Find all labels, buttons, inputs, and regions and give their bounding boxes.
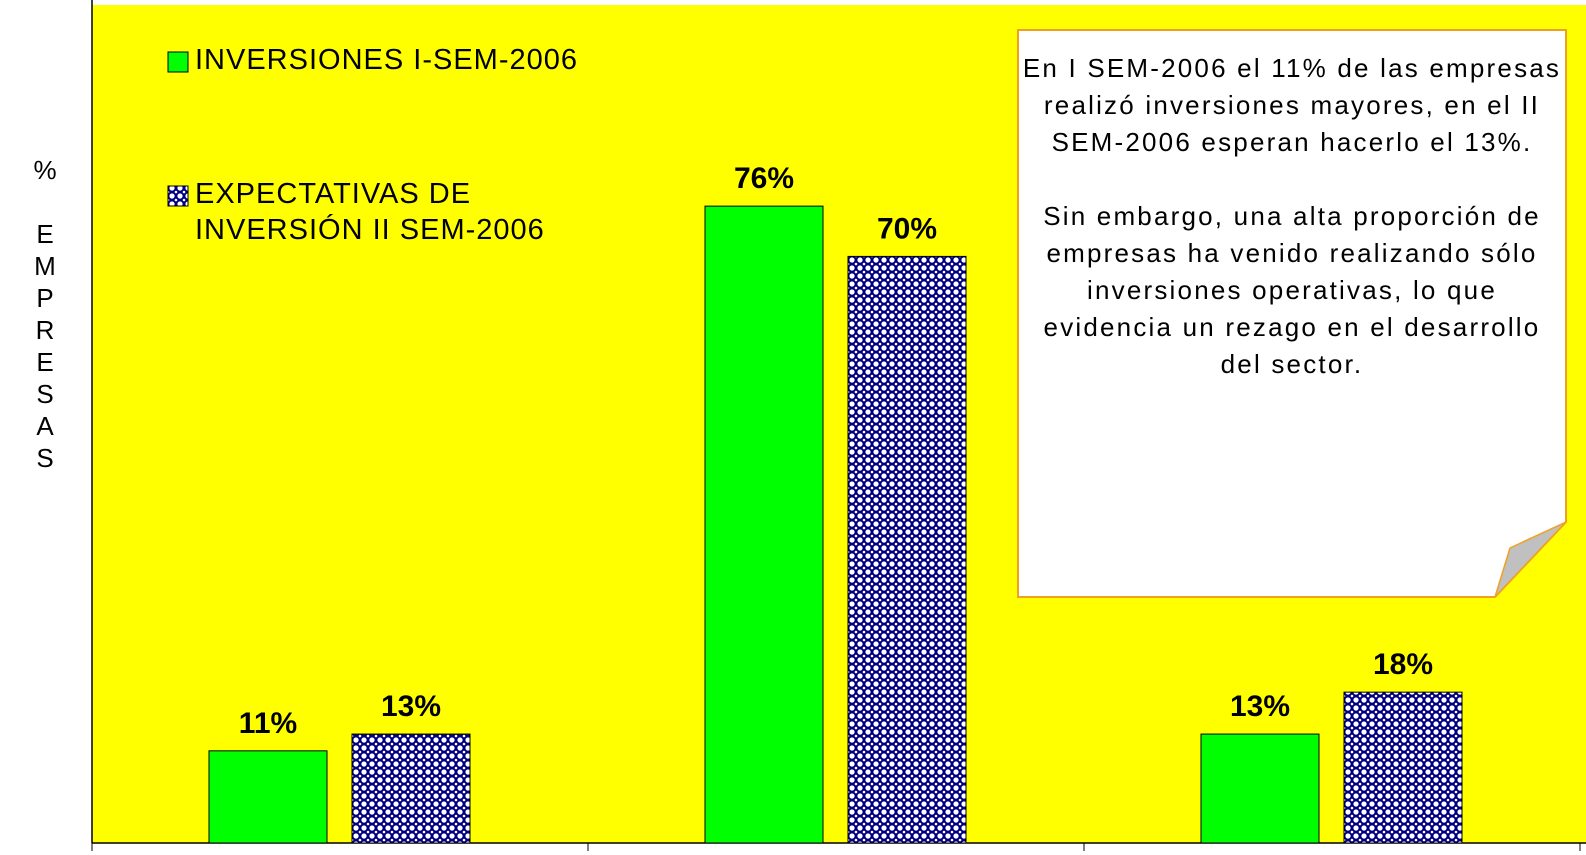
legend-label: EXPECTATIVAS DE INVERSIÓN II SEM-2006	[195, 178, 545, 246]
legend-swatch	[167, 51, 189, 73]
bar	[847, 255, 967, 844]
value-label: 18%	[1373, 648, 1433, 681]
value-label: 76%	[734, 162, 794, 195]
legend-swatch	[167, 185, 189, 207]
value-label: 11%	[239, 707, 297, 740]
annotation-text: En I SEM-2006 el 11% de las empresas rea…	[1022, 53, 1562, 157]
bar	[1200, 733, 1320, 844]
bar	[351, 733, 471, 844]
annotation-text: Sin embargo, una alta proporción de empr…	[1043, 201, 1541, 379]
legend-label: INVERSIONES I-SEM-2006	[195, 44, 578, 76]
bar	[1343, 691, 1463, 844]
callout-fold	[1494, 521, 1567, 598]
bar	[704, 205, 824, 844]
annotation: En I SEM-2006 el 11% de las empresas rea…	[1022, 50, 1562, 420]
value-label: 70%	[877, 212, 937, 245]
value-label: 13%	[381, 690, 441, 723]
bar	[208, 750, 328, 844]
y-axis-label: % EMPRESAS	[30, 155, 60, 475]
value-label: 13%	[1230, 690, 1290, 723]
